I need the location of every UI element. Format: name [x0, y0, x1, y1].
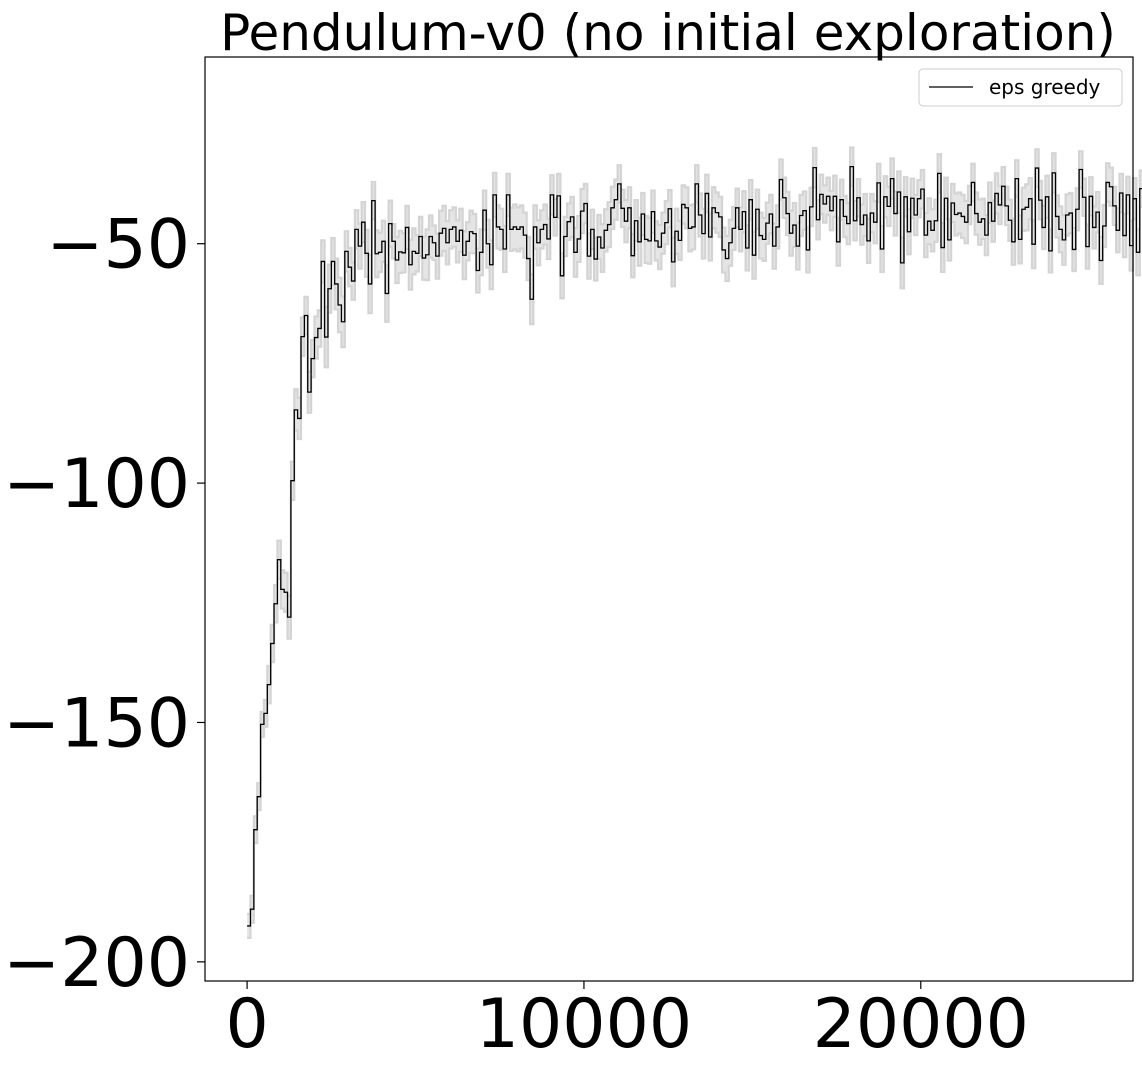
y-tick-label: −150 [3, 684, 190, 763]
chart-title: Pendulum-v0 (no initial exploration) [220, 4, 1116, 62]
y-tick-label: −50 [46, 206, 190, 285]
y-tick-label: −200 [3, 924, 190, 1003]
series-line-eps-greedy [247, 165, 1142, 927]
legend-box [918, 68, 1123, 107]
legend-label-eps-greedy: eps greedy [989, 75, 1101, 99]
plot-frame [204, 56, 1134, 982]
plot-area [247, 146, 1142, 940]
x-tick-label: 10000 [476, 985, 692, 1064]
band-lower-edge [247, 184, 1142, 940]
x-tick-label: 0 [225, 985, 268, 1064]
axes: 0 10000 20000 −200 −150 −100 −50 [3, 206, 1029, 1064]
legend: eps greedy [918, 68, 1123, 107]
y-tick-label: −100 [3, 445, 190, 524]
x-tick-label: 20000 [813, 985, 1029, 1064]
